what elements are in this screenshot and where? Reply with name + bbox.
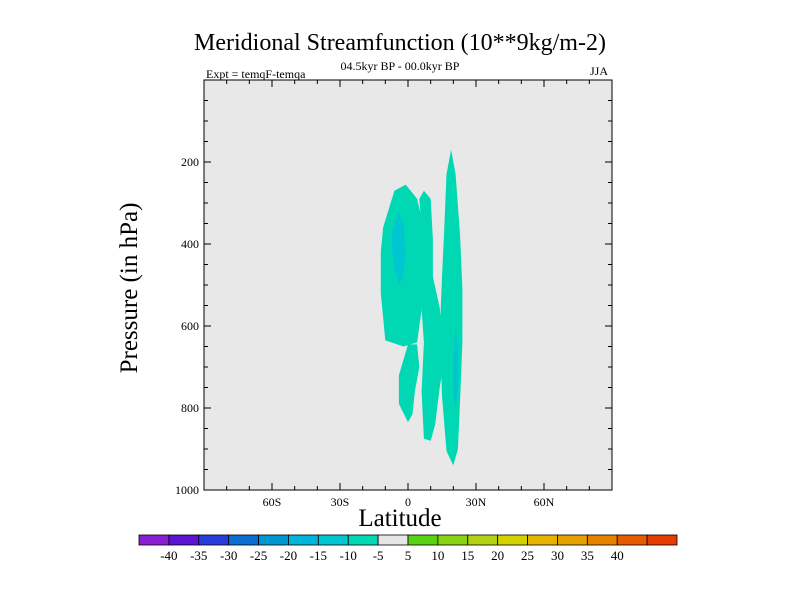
colorbar-box: [317, 534, 349, 546]
x-tick-label: 60N: [534, 495, 555, 509]
colorbar-box: [377, 534, 409, 546]
colorbar-label: -15: [310, 548, 327, 563]
chart-title: Meridional Streamfunction (10**9kg/m-2): [194, 30, 606, 56]
colorbar-box: [198, 534, 230, 546]
colorbar-label: 40: [611, 548, 624, 563]
colorbar-label: 35: [581, 548, 594, 563]
colorbar-label: -30: [220, 548, 237, 563]
x-tick-label: 30S: [331, 495, 350, 509]
colorbar-label: 10: [431, 548, 444, 563]
y-tick-label: 200: [181, 155, 199, 169]
colorbar-box: [527, 534, 558, 546]
colorbar-box: [586, 534, 618, 546]
colorbar-box: [288, 534, 319, 546]
x-tick-label: 0: [405, 495, 411, 509]
colorbar-label: 15: [461, 548, 474, 563]
colorbar-label: -10: [340, 548, 357, 563]
colorbar-box: [347, 534, 379, 546]
contour-neg-10-east-core: [453, 326, 458, 408]
y-tick-label: 800: [181, 401, 199, 415]
colorbar-box: [646, 534, 678, 546]
colorbar-box: [467, 534, 499, 546]
colorbar-box: [168, 534, 200, 546]
y-tick-label: 1000: [175, 483, 199, 497]
season-annotation: JJA: [590, 64, 609, 78]
colorbar-box: [228, 534, 259, 546]
contour-neg-5-central-cell: [419, 190, 445, 441]
colorbar-box: [258, 534, 289, 546]
y-tick-label: 600: [181, 319, 199, 333]
colorbar-box: [616, 534, 648, 546]
contour-neg-5-lower-west-lobe: [398, 344, 420, 423]
colorbar-box: [437, 534, 469, 546]
x-tick-label: 30N: [466, 495, 487, 509]
colorbar-label: -35: [190, 548, 207, 563]
colorbar-label: 25: [521, 548, 534, 563]
colorbar-label: 30: [551, 548, 564, 563]
x-axis-label: Latitude: [358, 505, 442, 532]
colorbar-box: [557, 534, 588, 546]
contour-regions: [380, 149, 463, 466]
colorbar-label: 20: [491, 548, 504, 563]
axis-ticks: 60S 30S 0 30N 60N 200 400 600 800 1000: [175, 80, 613, 509]
colorbar-label: -25: [250, 548, 267, 563]
colorbar-label: -5: [373, 548, 384, 563]
x-tick-label: 60S: [263, 495, 282, 509]
contour-neg-10-west-core: [392, 211, 406, 285]
experiment-annotation: Expt = temqF-temqa: [206, 67, 306, 81]
colorbar-box: [407, 534, 439, 546]
colorbar: -40 -35 -30 -25 -20 -15 -10 -5 5 10 15 20 25 30 35 40: [138, 534, 678, 563]
colorbar-label: 5: [405, 548, 412, 563]
colorbar-box: [497, 534, 528, 546]
colorbar-box: [138, 534, 170, 546]
y-tick-label: 400: [181, 237, 199, 251]
colorbar-label: -20: [280, 548, 297, 563]
chart-subtitle: 04.5kyr BP - 00.0kyr BP: [340, 59, 460, 73]
colorbar-label: -40: [160, 548, 177, 563]
